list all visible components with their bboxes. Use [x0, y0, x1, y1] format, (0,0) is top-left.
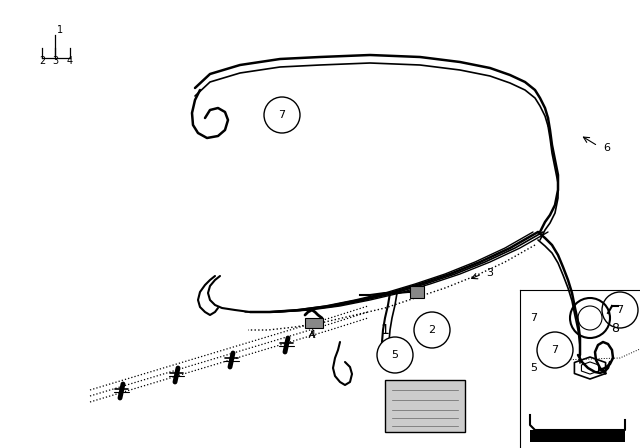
- Text: 7: 7: [278, 110, 285, 120]
- Text: 3: 3: [486, 268, 493, 278]
- Text: 7: 7: [616, 305, 623, 315]
- Text: 1: 1: [57, 25, 63, 35]
- Circle shape: [602, 292, 638, 328]
- Text: 1: 1: [381, 323, 389, 337]
- Circle shape: [264, 97, 300, 133]
- Text: 7: 7: [552, 345, 559, 355]
- Text: 5: 5: [530, 363, 537, 373]
- Text: 7: 7: [530, 313, 537, 323]
- Circle shape: [377, 337, 413, 373]
- Text: 5: 5: [392, 350, 399, 360]
- Circle shape: [537, 332, 573, 368]
- Text: 8: 8: [611, 322, 619, 335]
- Bar: [305, 318, 323, 328]
- Circle shape: [414, 312, 450, 348]
- Text: 2: 2: [39, 56, 45, 66]
- Bar: [410, 286, 424, 298]
- Bar: [385, 380, 465, 432]
- Text: 2: 2: [428, 325, 436, 335]
- Text: 6: 6: [604, 143, 611, 153]
- Text: 4: 4: [67, 56, 73, 66]
- Bar: [530, 430, 625, 442]
- Text: 00124482: 00124482: [552, 434, 598, 444]
- Text: 4: 4: [308, 330, 316, 340]
- Text: 3: 3: [52, 56, 58, 66]
